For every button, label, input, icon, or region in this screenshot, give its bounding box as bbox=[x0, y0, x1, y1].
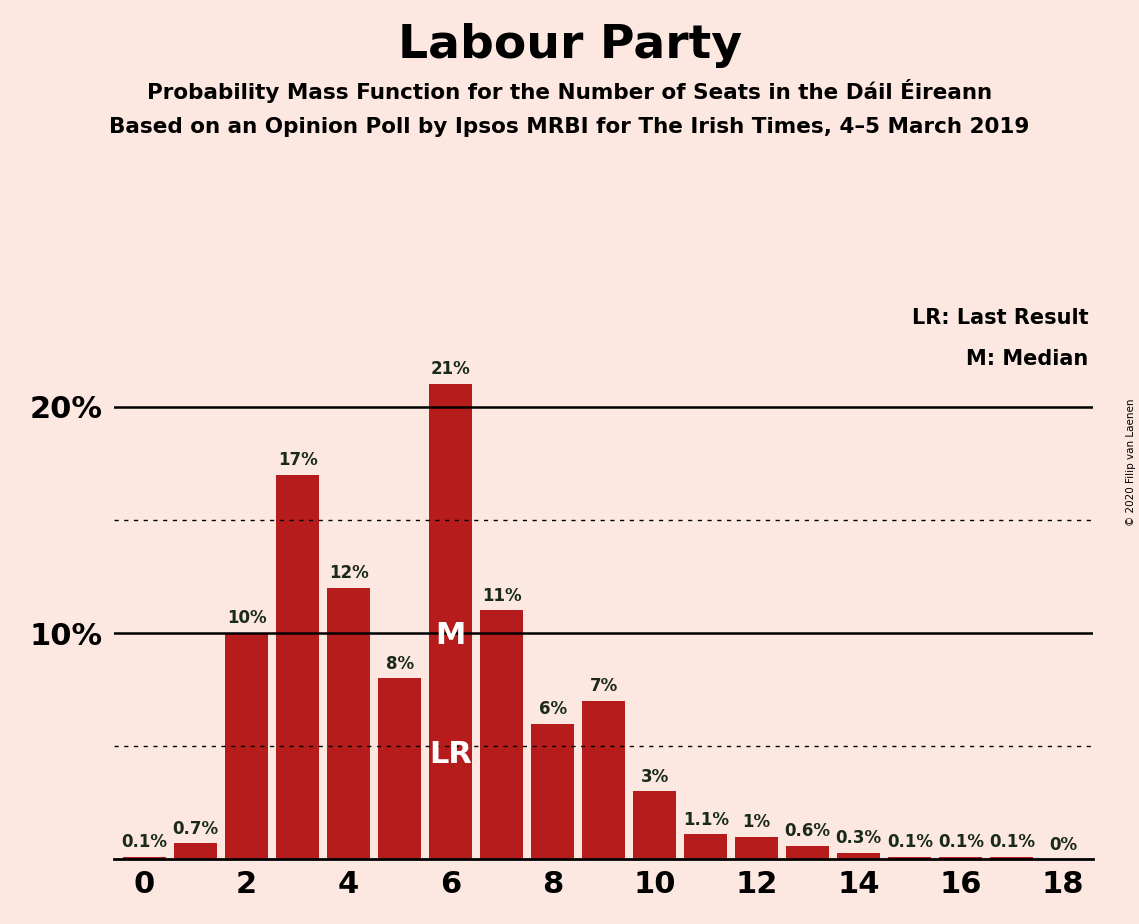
Text: 0%: 0% bbox=[1049, 835, 1076, 854]
Bar bbox=[837, 853, 880, 859]
Bar bbox=[429, 384, 473, 859]
Bar bbox=[276, 475, 319, 859]
Text: Labour Party: Labour Party bbox=[398, 23, 741, 68]
Text: 7%: 7% bbox=[590, 677, 617, 695]
Bar bbox=[582, 701, 625, 859]
Text: 21%: 21% bbox=[431, 360, 470, 379]
Bar bbox=[174, 844, 218, 859]
Text: Based on an Opinion Poll by Ipsos MRBI for The Irish Times, 4–5 March 2019: Based on an Opinion Poll by Ipsos MRBI f… bbox=[109, 117, 1030, 138]
Bar bbox=[786, 845, 829, 859]
Bar bbox=[123, 857, 166, 859]
Text: 0.1%: 0.1% bbox=[122, 833, 167, 851]
Text: 0.3%: 0.3% bbox=[836, 829, 882, 847]
Bar bbox=[940, 857, 983, 859]
Text: 1%: 1% bbox=[743, 813, 771, 831]
Text: 1.1%: 1.1% bbox=[682, 810, 729, 829]
Text: 3%: 3% bbox=[640, 768, 669, 785]
Bar bbox=[531, 723, 574, 859]
Text: 0.7%: 0.7% bbox=[172, 820, 219, 838]
Bar bbox=[685, 834, 728, 859]
Bar bbox=[990, 857, 1033, 859]
Text: 12%: 12% bbox=[329, 565, 368, 582]
Text: 6%: 6% bbox=[539, 699, 567, 718]
Text: 11%: 11% bbox=[482, 587, 522, 604]
Bar bbox=[633, 792, 677, 859]
Bar bbox=[378, 678, 421, 859]
Bar bbox=[327, 588, 370, 859]
Text: 10%: 10% bbox=[227, 609, 267, 627]
Text: 8%: 8% bbox=[385, 654, 413, 673]
Text: Probability Mass Function for the Number of Seats in the Dáil Éireann: Probability Mass Function for the Number… bbox=[147, 79, 992, 103]
Text: LR: Last Result: LR: Last Result bbox=[912, 308, 1089, 328]
Text: 0.1%: 0.1% bbox=[887, 833, 933, 851]
Bar bbox=[735, 837, 778, 859]
Text: 0.1%: 0.1% bbox=[937, 833, 984, 851]
Text: M: M bbox=[435, 622, 466, 650]
Text: LR: LR bbox=[429, 740, 472, 770]
Bar bbox=[224, 633, 268, 859]
Text: 17%: 17% bbox=[278, 451, 318, 469]
Text: M: Median: M: Median bbox=[966, 349, 1089, 370]
Bar bbox=[888, 857, 932, 859]
Text: 0.1%: 0.1% bbox=[989, 833, 1035, 851]
Bar bbox=[480, 611, 523, 859]
Text: 0.6%: 0.6% bbox=[785, 822, 830, 840]
Text: © 2020 Filip van Laenen: © 2020 Filip van Laenen bbox=[1126, 398, 1136, 526]
